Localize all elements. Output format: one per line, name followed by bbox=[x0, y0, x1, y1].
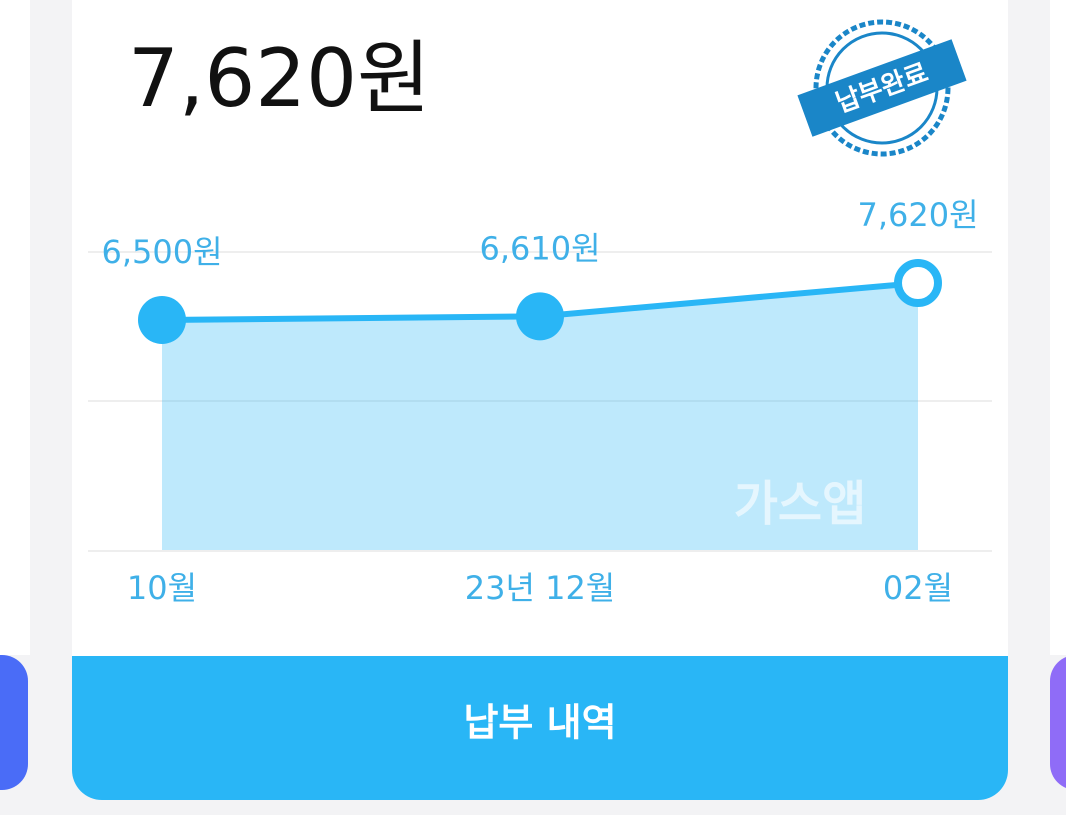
x-tick-label: 02월 bbox=[883, 569, 953, 607]
value-label: 6,610원 bbox=[479, 229, 600, 267]
area bbox=[162, 283, 918, 551]
point bbox=[138, 295, 186, 344]
point bbox=[894, 259, 942, 308]
point bbox=[516, 292, 564, 341]
value-label: 6,500원 bbox=[101, 233, 222, 271]
x-tick-label: 10월 bbox=[127, 569, 197, 607]
value-label: 7,620원 bbox=[857, 196, 978, 234]
history-button-label: 납부 내역 bbox=[463, 701, 616, 745]
right-card-button[interactable] bbox=[1050, 655, 1066, 790]
history-button[interactable] bbox=[72, 656, 1008, 800]
amount: 7,620원 bbox=[128, 32, 431, 125]
left-card-button[interactable] bbox=[0, 655, 28, 790]
left-card bbox=[0, 0, 30, 655]
watermark: 가스앱 bbox=[734, 476, 866, 532]
plot: 6,500원 6,610원 7,620원 10월 23년 12월 02월 bbox=[101, 196, 978, 607]
x-tick-label: 23년 12월 bbox=[465, 569, 616, 607]
card bbox=[72, 0, 1008, 800]
right-card bbox=[1050, 0, 1066, 655]
